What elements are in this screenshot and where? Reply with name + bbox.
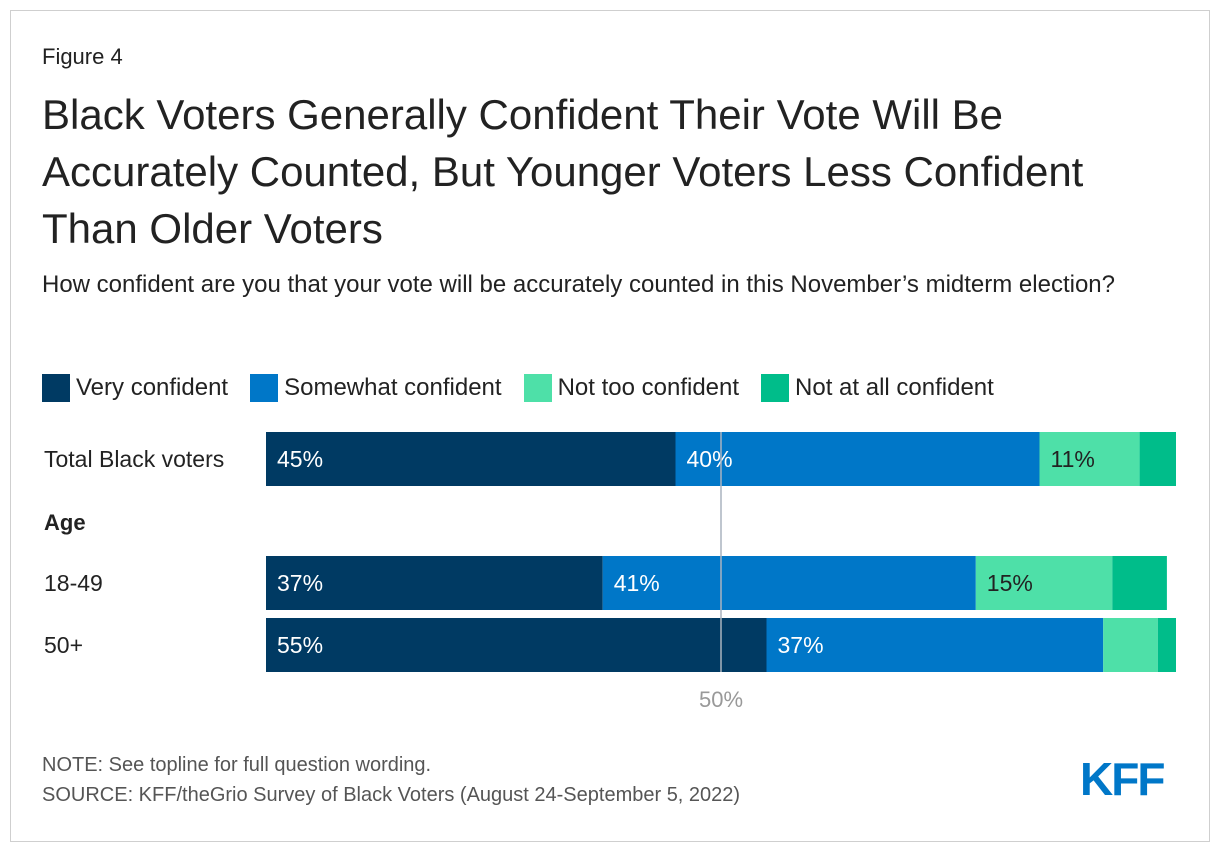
data-label-50-somewhat-confident: 37%	[778, 632, 824, 658]
bar-total-black-voters-not-too-confident	[1039, 432, 1140, 486]
kff-logo[interactable]: KFF	[1080, 753, 1165, 805]
figure-frame	[10, 10, 1210, 842]
bar-18-49-not-too-confident	[975, 556, 1113, 610]
data-label-total-black-voters-very-confident: 45%	[277, 446, 323, 472]
legend-label-very-confident: Very confident	[76, 374, 229, 401]
bar-18-49-somewhat-confident	[602, 556, 976, 610]
bar-total-black-voters-somewhat-confident	[675, 432, 1040, 486]
data-label-50-very-confident: 55%	[277, 632, 323, 658]
category-label-total-black-voters: Total Black voters	[44, 446, 224, 472]
legend-label-not-too-confident: Not too confident	[557, 374, 740, 401]
bar-50-not-at-all-confident	[1157, 618, 1176, 672]
legend-label-not-at-all-confident: Not at all confident	[795, 374, 994, 401]
legend-label-somewhat-confident: Somewhat confident	[284, 374, 502, 401]
bar-50-not-too-confident	[1103, 618, 1158, 672]
bar-50-somewhat-confident	[766, 618, 1104, 672]
data-label-total-black-voters-somewhat-confident: 40%	[687, 446, 733, 472]
legend-item-somewhat-confident[interactable]: Somewhat confident	[250, 374, 502, 402]
category-label-50: 50+	[44, 632, 83, 658]
legend-item-very-confident[interactable]: Very confident	[42, 374, 228, 402]
chart-subtitle: How confident are you that your vote wil…	[42, 271, 1115, 298]
data-label-total-black-voters-not-too-confident: 11%	[1051, 446, 1095, 472]
bar-50-very-confident	[266, 618, 767, 672]
legend-swatch-not-too-confident	[523, 374, 552, 402]
chart-title: Black Voters Generally Confident Their V…	[42, 91, 1084, 252]
group-label-age: Age	[44, 510, 86, 535]
chart-note: NOTE: See topline for full question word…	[42, 754, 432, 776]
legend-swatch-not-at-all-confident	[761, 374, 790, 402]
legend-swatch-very-confident	[42, 374, 70, 402]
chart-source: SOURCE: KFF/theGrio Survey of Black Vote…	[42, 784, 741, 806]
legend-swatch-somewhat-confident	[250, 374, 279, 402]
data-label-18-49-very-confident: 37%	[277, 570, 323, 596]
category-label-18-49: 18-49	[44, 570, 103, 596]
bar-total-black-voters-not-at-all-confident	[1139, 432, 1176, 486]
figure-label: Figure 4	[42, 44, 123, 69]
bar-18-49-not-at-all-confident	[1112, 556, 1167, 610]
reference-line-label: 50%	[699, 687, 743, 712]
legend-item-not-too-confident[interactable]: Not too confident	[523, 374, 740, 402]
legend-item-not-at-all-confident[interactable]: Not at all confident	[761, 374, 994, 402]
legend: Very confident Somewhat confident Not to…	[42, 372, 1016, 404]
bar-total-black-voters-very-confident	[266, 432, 676, 486]
data-label-18-49-not-too-confident: 15%	[987, 570, 1033, 596]
bar-18-49-very-confident	[266, 556, 603, 610]
data-label-18-49-somewhat-confident: 41%	[614, 570, 660, 596]
